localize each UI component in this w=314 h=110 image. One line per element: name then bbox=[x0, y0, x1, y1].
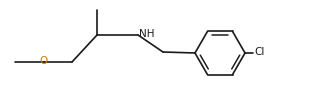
Text: NH: NH bbox=[139, 29, 154, 39]
Text: O: O bbox=[40, 56, 48, 66]
Text: Cl: Cl bbox=[254, 47, 264, 57]
